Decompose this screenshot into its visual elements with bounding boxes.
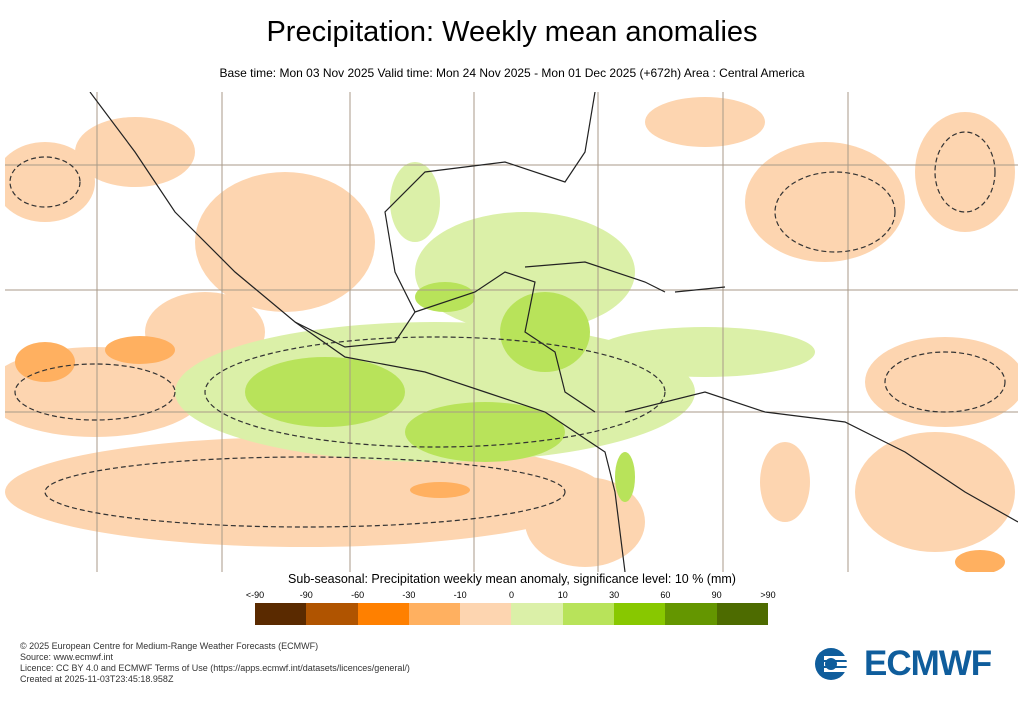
strong-dry-areas — [15, 336, 1005, 572]
legend-tick-label: -60 — [351, 590, 365, 600]
source-line: Source: www.ecmwf.int — [20, 652, 114, 662]
copyright-line: © 2025 European Centre for Medium-Range … — [20, 641, 319, 651]
precipitation-anomaly-map — [5, 92, 1018, 572]
chart-title: Precipitation: Weekly mean anomalies — [266, 16, 758, 48]
ecmwf-logo: ECMWF — [814, 644, 992, 684]
legend-tick-label: 90 — [711, 590, 722, 600]
legend-swatch — [716, 603, 768, 625]
legend-tick-label: 60 — [660, 590, 671, 600]
legend-swatch — [306, 603, 358, 625]
legend-swatch — [408, 603, 461, 625]
ecmwf-logo-mark-icon — [815, 648, 860, 680]
graticule — [5, 92, 1018, 572]
legend-swatch — [665, 603, 717, 625]
legend-tick-label: >90 — [760, 590, 776, 600]
legend-tick-label: -30 — [402, 590, 416, 600]
footer-credits: © 2025 European Centre for Medium-Range … — [20, 641, 410, 685]
legend-tick-label: 30 — [609, 590, 620, 600]
legend-swatch — [562, 603, 615, 625]
legend-tick-label: 10 — [557, 590, 568, 600]
chart-subtitle: Base time: Mon 03 Nov 2025 Valid time: M… — [219, 66, 805, 80]
created-line: Created at 2025-11-03T23:45:18.958Z — [20, 674, 174, 684]
legend-tick-label: 0 — [508, 590, 515, 600]
legend-swatch — [511, 603, 563, 625]
legend-swatch — [255, 603, 307, 625]
significance-contours — [9, 131, 1006, 528]
legend-title: Sub-seasonal: Precipitation weekly mean … — [288, 572, 736, 586]
color-legend — [255, 603, 768, 625]
legend-swatch — [357, 603, 409, 625]
legend-swatch — [460, 603, 512, 625]
ecmwf-logo-text: ECMWF — [864, 644, 992, 683]
licence-line: Licence: CC BY 4.0 and ECMWF Terms of Us… — [20, 663, 410, 673]
coastlines — [89, 92, 1018, 572]
legend-tick-label: <-90 — [245, 590, 265, 600]
legend-swatch — [614, 603, 666, 625]
legend-tick-label: -90 — [299, 590, 313, 600]
legend-tick-label: -10 — [453, 590, 467, 600]
